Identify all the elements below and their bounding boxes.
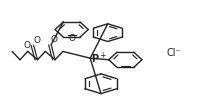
Text: +: +: [99, 51, 106, 60]
Text: O: O: [68, 34, 75, 43]
Text: O: O: [23, 41, 30, 50]
Text: P: P: [91, 54, 99, 64]
Text: Cl⁻: Cl⁻: [167, 48, 182, 59]
Text: O: O: [51, 35, 58, 44]
Text: O: O: [33, 36, 40, 45]
